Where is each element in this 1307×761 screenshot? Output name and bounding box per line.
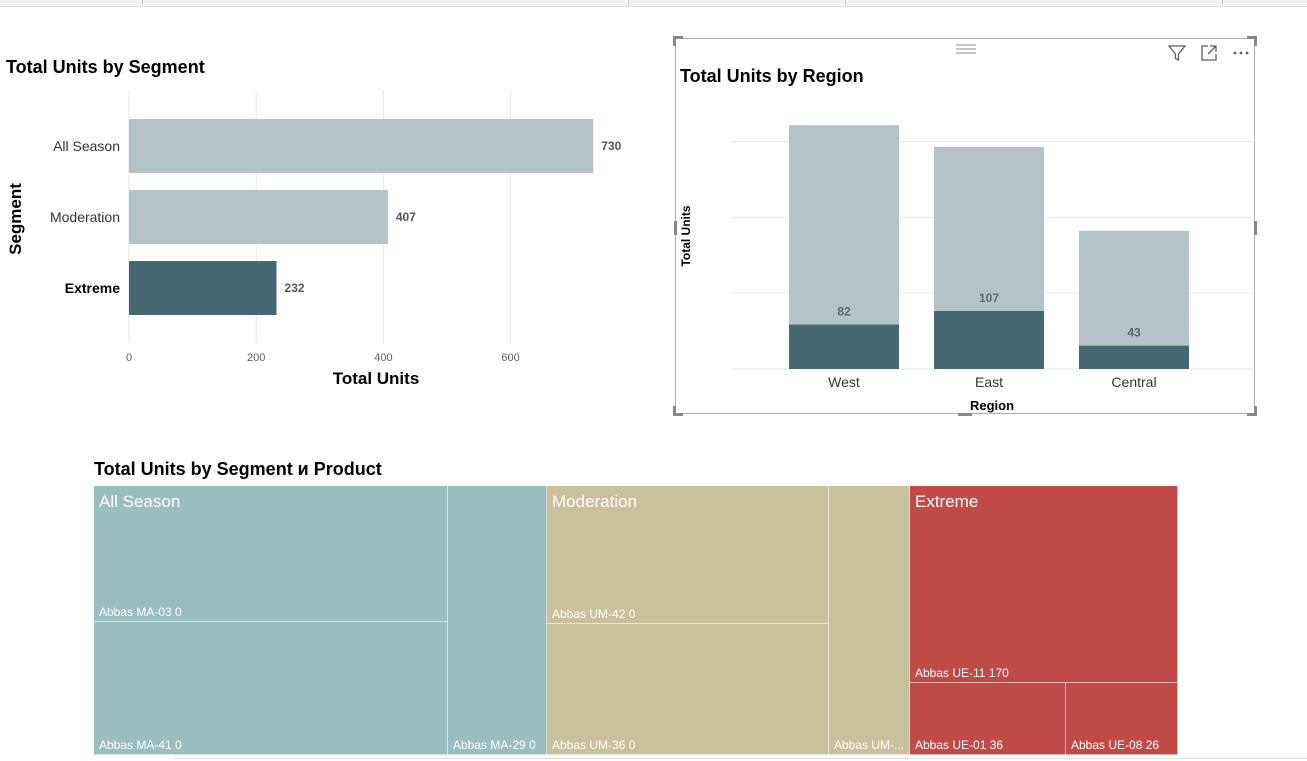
treemap-leaf[interactable]: Abbas UE-01 36 <box>910 683 1066 755</box>
data-label: 407 <box>396 210 416 224</box>
x-tick-label: 0 <box>126 352 132 364</box>
category-label: East <box>975 374 1003 390</box>
data-label: 82 <box>837 305 851 319</box>
bar <box>129 261 277 315</box>
treemap-leaf-label: Abbas MA-41 0 <box>99 738 182 752</box>
resize-handle[interactable] <box>1254 36 1257 46</box>
top-toolbar-strip <box>0 0 1307 7</box>
data-label: 232 <box>285 281 305 295</box>
treemap-leaf[interactable]: Abbas MA-29 0 <box>448 486 547 755</box>
treemap-leaf-label: Abbas UE-08 26 <box>1071 738 1160 752</box>
category-label: Extreme <box>65 280 120 296</box>
y-axis-title: Segment <box>6 183 25 255</box>
category-label: All Season <box>53 138 120 154</box>
treemap-leaf-label: Abbas UM-... <box>834 738 905 752</box>
bar-highlight <box>789 324 899 369</box>
bar <box>129 119 594 173</box>
treemap-group-label: Extreme <box>915 492 979 511</box>
segment-bar-chart-visual[interactable]: Total Units by Segment 0 200 400 600 All Sea… <box>0 50 640 400</box>
treemap-group-label: Moderation <box>552 492 638 511</box>
resize-handle[interactable] <box>673 406 676 416</box>
segment-bar-chart: 0 200 400 600 All Season 730 Moderation 407 Extr… <box>6 90 622 388</box>
treemap-group-extreme[interactable]: Extreme Abbas UE-11 170 <box>910 486 1178 683</box>
toolbar-divider <box>142 0 143 5</box>
x-axis-title: Region <box>970 398 1014 413</box>
treemap-leaf-label: Abbas MA-29 0 <box>453 738 536 752</box>
y-axis-title: Total Units <box>679 205 693 266</box>
treemap-leaf[interactable]: Abbas UE-08 26 <box>1066 683 1178 755</box>
chart-title: Total Units by Segment и Product <box>94 459 382 479</box>
treemap-leaf[interactable]: Abbas UM-36 0 <box>547 624 829 755</box>
x-axis-title: Total Units <box>333 369 420 388</box>
resize-handle[interactable] <box>674 221 677 235</box>
toolbar-divider <box>845 0 846 5</box>
toolbar-divider <box>628 0 629 5</box>
resize-handle[interactable] <box>673 36 683 39</box>
resize-handle[interactable] <box>1247 36 1257 39</box>
category-label: Moderation <box>50 209 120 225</box>
bar <box>129 190 388 244</box>
category-label: Central <box>1111 374 1156 390</box>
drag-grip-icon[interactable] <box>955 43 977 55</box>
bar-highlight <box>1079 345 1189 369</box>
data-label: 730 <box>601 139 621 153</box>
resize-handle[interactable] <box>673 413 683 416</box>
treemap-group-all-season[interactable]: All Season Abbas MA-03 0 <box>94 486 448 622</box>
treemap-leaf-label: Abbas UE-11 170 <box>915 666 1009 680</box>
segment-product-treemap-visual[interactable]: Total Units by Segment и Product <box>94 458 1184 758</box>
chart-title: Total Units by Region <box>680 66 864 86</box>
region-bar-chart: 82 West 107 East 43 Central Region Total Units <box>679 125 1252 413</box>
treemap-group-moderation[interactable]: Moderation Abbas UM-42 0 <box>547 486 829 624</box>
canvas-edge <box>174 758 1307 759</box>
treemap-leaf[interactable]: Abbas UM-... <box>829 486 910 755</box>
resize-handle[interactable] <box>673 36 676 46</box>
resize-handle[interactable] <box>1247 413 1257 416</box>
treemap-leaf-label: Abbas UM-36 0 <box>552 738 636 752</box>
toolbar-divider <box>1222 0 1223 5</box>
treemap-leaf-label: Abbas UM-42 0 <box>552 607 636 621</box>
treemap-leaf-label: Abbas MA-03 0 <box>99 605 182 619</box>
filter-icon[interactable] <box>1166 42 1188 64</box>
category-label: West <box>828 374 860 390</box>
more-options-icon[interactable] <box>1230 42 1252 64</box>
resize-handle[interactable] <box>1254 221 1257 235</box>
region-bar-chart-visual[interactable]: Total Units by Region 82 West 107 East 43 Cen… <box>675 38 1255 414</box>
treemap-group-label: All Season <box>99 492 181 511</box>
x-tick-label: 600 <box>501 352 519 364</box>
bar-highlight <box>934 311 1044 369</box>
data-label: 43 <box>1127 326 1141 340</box>
treemap-leaf-label: Abbas UE-01 36 <box>915 738 1004 752</box>
focus-mode-icon[interactable] <box>1198 42 1220 64</box>
resize-handle[interactable] <box>1254 406 1257 416</box>
data-label: 107 <box>979 291 999 305</box>
visual-header-icons <box>1166 42 1252 64</box>
chart-title: Total Units by Segment <box>6 57 205 77</box>
treemap-leaf[interactable]: Abbas MA-41 0 <box>94 622 448 755</box>
x-tick-label: 200 <box>247 352 265 364</box>
x-tick-label: 400 <box>374 352 392 364</box>
resize-handle[interactable] <box>958 413 972 416</box>
